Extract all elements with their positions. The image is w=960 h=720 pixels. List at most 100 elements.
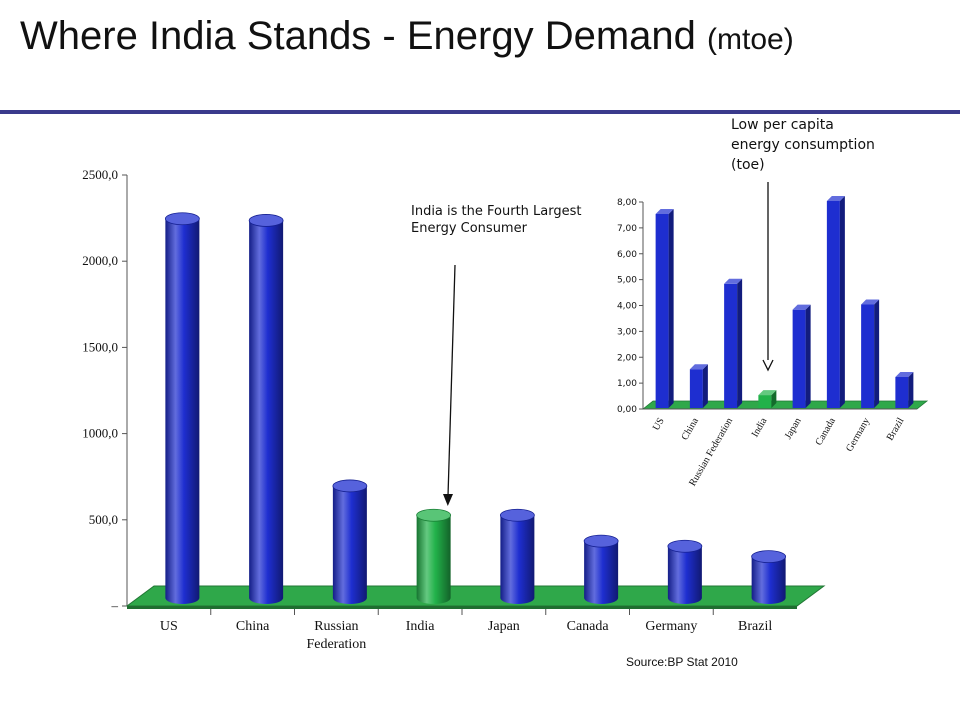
main-bar-top	[499, 508, 535, 522]
inset-bar	[655, 208, 674, 408]
main-bar	[751, 550, 787, 604]
inset-annotation: Low per capita energy consumption (toe)	[731, 115, 875, 175]
main-bar-body	[751, 556, 786, 604]
main-annotation-line: India is the Fourth Largest	[411, 204, 582, 219]
inset-x-tick-label: Brazil	[885, 416, 907, 443]
inset-bar-side	[668, 208, 674, 408]
main-bar	[332, 479, 368, 604]
main-bar-body	[584, 541, 619, 604]
inset-bar-side	[702, 364, 708, 408]
main-x-tick-label: Russian	[314, 619, 358, 634]
inset-x-tick-label: Canada	[813, 416, 838, 448]
main-y-tick-label: 500,0	[89, 512, 118, 527]
inset-y-tick-label: 6,00	[617, 250, 637, 260]
inset-floor-plane	[641, 400, 929, 410]
main-bar-body	[500, 515, 535, 604]
main-x-tick-label: Federation	[306, 637, 366, 652]
main-bar	[248, 214, 284, 604]
main-y-tick-label: 1500,0	[82, 339, 118, 354]
main-bar-top	[248, 214, 284, 227]
inset-y-tick-label: 7,00	[617, 224, 637, 234]
main-bar-top	[583, 534, 619, 548]
inset-annotation-arrowhead	[762, 359, 774, 372]
inset-annotation-line: energy consumption	[731, 137, 875, 153]
inset-bar-top	[826, 196, 845, 201]
inset-y-tick-label: 0,00	[617, 405, 637, 415]
main-floor-edge	[127, 606, 797, 609]
inset-bar	[826, 196, 845, 408]
main-bar-top	[416, 508, 452, 522]
inset-bar	[895, 371, 914, 408]
inset-bar-top	[724, 278, 743, 284]
main-bar-top	[751, 550, 787, 564]
inset-bar	[758, 390, 777, 408]
main-bar	[667, 539, 703, 604]
title-rule	[0, 110, 960, 114]
main-bar-top	[164, 212, 200, 226]
slide-title: Where India Stands - Energy Demand (mtoe…	[20, 14, 950, 59]
inset-annotation-line: Low per capita	[731, 117, 834, 133]
main-y-tick-label: 2500,0	[82, 167, 118, 182]
main-annotation-arrow	[447, 264, 456, 497]
inset-bar	[792, 304, 811, 408]
main-y-tick-label: –	[111, 598, 119, 613]
slide-title-main: Where India Stands - Energy Demand	[20, 14, 696, 58]
main-x-tick-label: Germany	[645, 619, 697, 634]
inset-bar-front	[655, 213, 669, 408]
main-bar-body	[332, 485, 367, 604]
main-x-tick-label: Japan	[488, 619, 520, 634]
main-y-tick-label: 2000,0	[82, 253, 118, 268]
inset-bar-front	[724, 283, 738, 408]
main-x-tick-label: Brazil	[738, 619, 772, 634]
inset-y-tick-label: 8,00	[617, 198, 637, 208]
inset-bar-front	[861, 304, 875, 408]
main-annotation: India is the Fourth Largest Energy Consu…	[411, 203, 582, 237]
main-x-tick-label: US	[160, 619, 178, 634]
main-bar	[164, 212, 200, 604]
main-x-tick-label: Canada	[567, 619, 610, 634]
inset-bar-side	[805, 304, 811, 408]
main-bar-body	[165, 218, 200, 604]
inset-y-tick-label: 1,00	[617, 379, 637, 389]
inset-bar-side	[737, 278, 743, 408]
inset-bar-side	[771, 390, 777, 408]
inset-y-tick-label: 5,00	[617, 276, 637, 286]
inset-bar-side	[839, 196, 845, 408]
inset-y-tick-label: 4,00	[617, 302, 637, 312]
source-note: Source:BP Stat 2010	[626, 655, 738, 669]
inset-bar-front	[758, 395, 772, 408]
main-bar-body	[249, 220, 284, 604]
inset-bar	[689, 364, 708, 408]
main-bar-body	[416, 515, 451, 604]
inset-annotation-line: (toe)	[731, 157, 765, 173]
main-bar-top	[667, 539, 703, 553]
inset-bar-front	[689, 369, 703, 408]
main-bar-body	[667, 546, 702, 604]
inset-bar	[861, 299, 880, 408]
inset-bar-top	[895, 371, 914, 377]
main-y-tick-label: 1000,0	[82, 426, 118, 441]
main-x-tick-label: China	[236, 619, 270, 634]
main-annotation-line: Energy Consumer	[411, 221, 527, 236]
main-x-tick-label: India	[406, 619, 436, 634]
inset-bar	[724, 278, 743, 408]
main-bar	[416, 508, 452, 604]
inset-bar-front	[792, 309, 806, 408]
inset-y-tick-label: 3,00	[617, 327, 637, 337]
inset-bar-top	[792, 304, 811, 310]
main-bar	[499, 508, 535, 604]
inset-bar-side	[874, 299, 880, 408]
main-bar	[583, 534, 619, 604]
inset-x-tick-label: Japan	[783, 416, 804, 441]
inset-bar-top	[689, 364, 708, 370]
inset-bar-top	[655, 208, 674, 214]
slide-title-unit: (mtoe)	[707, 23, 794, 56]
inset-bar-top	[758, 390, 777, 396]
inset-x-tick-label: US	[651, 416, 667, 433]
inset-x-tick-label: India	[750, 416, 770, 440]
inset-y-tick-label: 2,00	[617, 353, 637, 363]
main-bar-top	[332, 479, 368, 493]
inset-x-tick-label: Germany	[844, 416, 872, 454]
